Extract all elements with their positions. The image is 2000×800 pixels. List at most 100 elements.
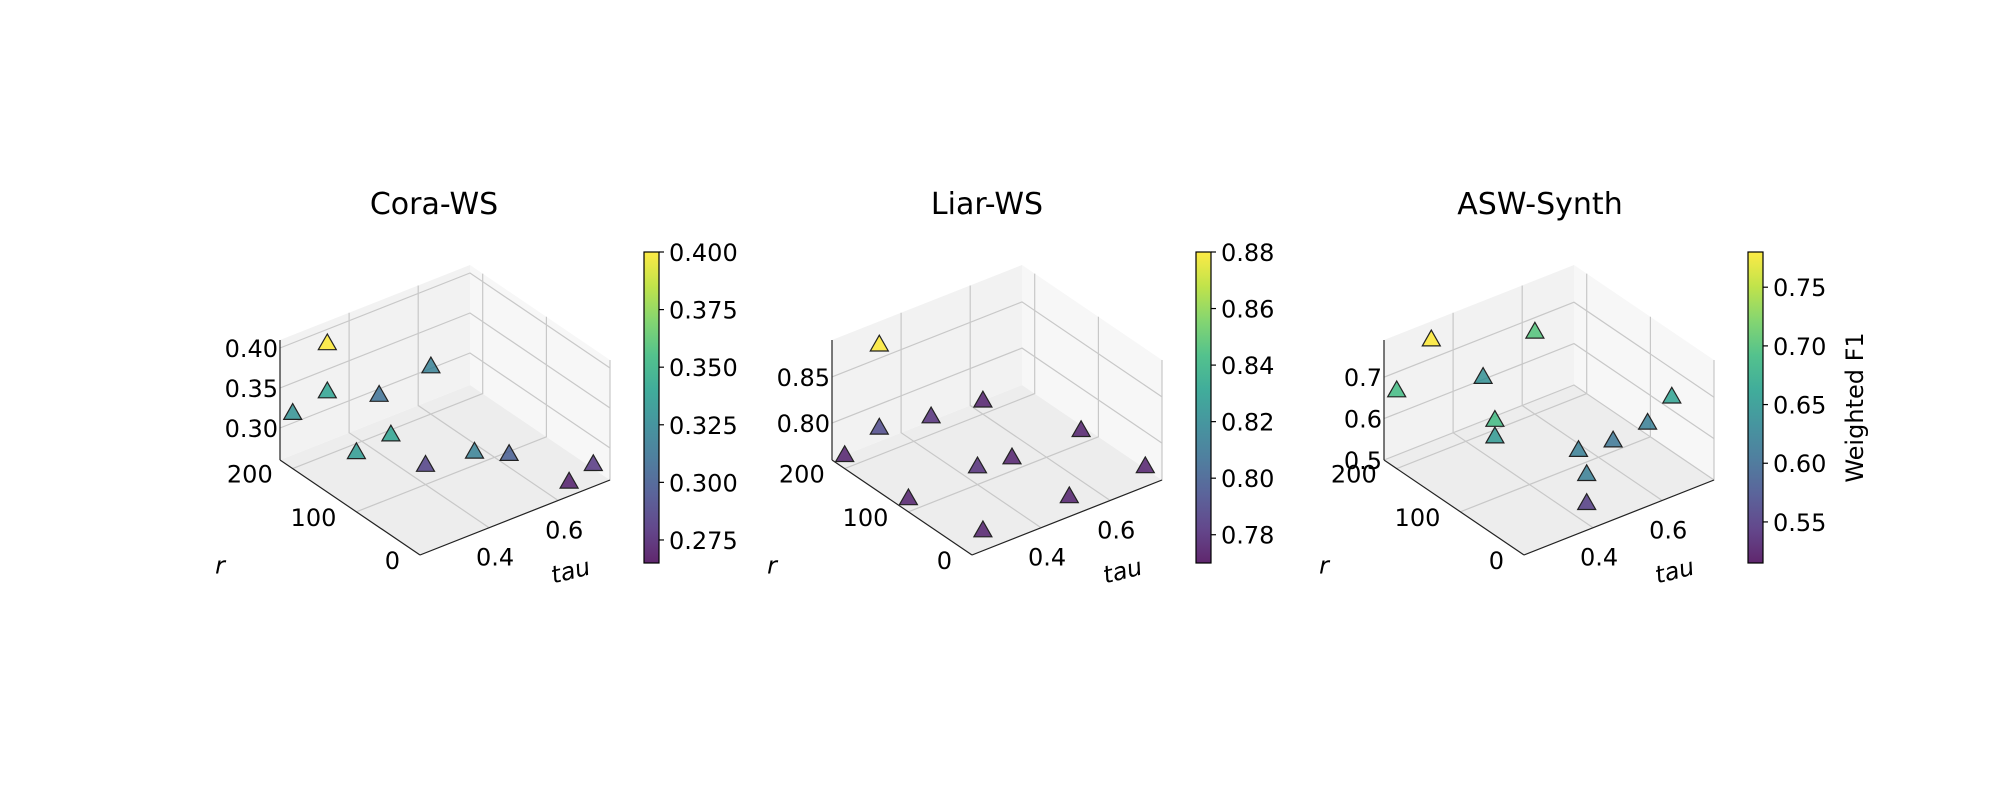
- data-point: [1386, 379, 1407, 398]
- data-point: [420, 355, 441, 374]
- r-tick-label: 200: [227, 461, 273, 489]
- data-point: [317, 332, 338, 351]
- data-point: [317, 380, 338, 399]
- z-tick-label: 0.85: [777, 364, 830, 392]
- colorbar-gradient: [1196, 252, 1211, 563]
- data-point: [559, 471, 580, 489]
- data-point: [1603, 429, 1624, 448]
- axis-lines: [279, 340, 611, 556]
- panel-3: 0.40.601002000.50.60.7taurASW-Synth0.750…: [1319, 187, 1869, 589]
- data-point: [898, 487, 919, 506]
- colorbar-tick-label: 0.82: [1221, 409, 1274, 437]
- back-pane: [832, 265, 1022, 460]
- z-tick-label: 0.7: [1344, 364, 1382, 392]
- colorbar: 0.88 0.86 0.84 0.82 0.80 0.78: [1195, 239, 1274, 564]
- panel-1: 0.4 0.6 0 100 200 0.30 0.35 0.40 tau r Cora-WS 0.40…: [215, 187, 738, 589]
- data-point: [869, 333, 890, 352]
- z-tick-label: 0.6: [1344, 406, 1382, 434]
- r-axis-label: r: [767, 552, 779, 580]
- data-point: [464, 441, 485, 459]
- tau-tick-label: 0.4: [1028, 544, 1066, 572]
- data-point: [1421, 328, 1442, 347]
- data-points: [834, 333, 1156, 538]
- data-point: [967, 455, 988, 474]
- chart-title: Liar-WS: [931, 187, 1043, 222]
- r-tick-label: 100: [843, 504, 889, 532]
- data-point: [921, 405, 942, 424]
- data-point: [1473, 366, 1494, 384]
- data-points: [1386, 321, 1682, 511]
- r-tick-label: 100: [1395, 504, 1441, 532]
- colorbar-tick-label: 0.350: [669, 354, 738, 382]
- data-point: [346, 441, 367, 460]
- colorbar: 0.400 0.375 0.350 0.325 0.300 0.275: [643, 239, 738, 564]
- tau-tick-label: 0.6: [1097, 516, 1135, 544]
- colorbar-tick-label: 0.325: [669, 412, 738, 440]
- r-axis-label: r: [1319, 552, 1331, 580]
- data-points: [282, 332, 604, 489]
- axis-lines: [831, 340, 1163, 556]
- data-point: [972, 519, 993, 538]
- data-point: [1001, 446, 1023, 465]
- colorbar-tick-label: 0.375: [669, 297, 738, 325]
- tau-tick-label: 0.4: [476, 544, 514, 572]
- r-tick-label: 200: [1331, 461, 1377, 489]
- panel-2: 0.4 0.6 0 100 200 0.80 0.85 tau r Liar-WS 0.88 0.86…: [767, 187, 1274, 589]
- panes: [280, 265, 610, 555]
- tau-axis-label: tau: [1652, 553, 1697, 590]
- tau-tick-label: 0.6: [1649, 516, 1687, 544]
- colorbar-tick-label: 0.55: [1773, 509, 1826, 537]
- data-point: [282, 402, 303, 420]
- colorbar-tick-label: 0.80: [1221, 465, 1274, 493]
- chart-title: ASW-Synth: [1457, 187, 1622, 222]
- colorbar-label: Weighted F1: [1841, 332, 1869, 482]
- back-pane: [280, 265, 470, 460]
- colorbar-tick-label: 0.84: [1221, 352, 1274, 380]
- tick-labels: 0.4 0.6 0 100 200 0.30 0.35 0.40: [225, 335, 584, 575]
- z-tick-label: 0.30: [225, 415, 278, 443]
- r-tick-label: 0: [937, 547, 952, 575]
- colorbar-tick-label: 0.75: [1773, 274, 1826, 302]
- data-point: [869, 417, 890, 435]
- r-tick-label: 200: [779, 461, 825, 489]
- data-point: [369, 384, 390, 402]
- data-point: [1661, 386, 1682, 404]
- colorbar-gradient: [1748, 252, 1763, 563]
- z-tick-label: 0.35: [225, 375, 278, 403]
- colorbar-frame: [1195, 251, 1212, 564]
- colorbar-tick-label: 0.60: [1773, 450, 1826, 478]
- data-point: [1576, 463, 1597, 482]
- tau-tick-label: 0.4: [1580, 544, 1618, 572]
- data-point: [499, 443, 520, 461]
- colorbar-gradient: [644, 252, 659, 563]
- tau-axis-line: [1523, 479, 1715, 556]
- colorbar-tick-label: 0.300: [669, 469, 738, 497]
- data-point: [1071, 419, 1092, 438]
- r-axis-label: r: [215, 552, 227, 580]
- colorbar-tick-label: 0.70: [1773, 333, 1826, 361]
- colorbar-tick-label: 0.86: [1221, 296, 1274, 324]
- colorbar-frame: [643, 251, 660, 564]
- tau-axis-label: tau: [1100, 553, 1145, 590]
- r-axis-line: [1383, 459, 1525, 556]
- colorbar-tick-label: 0.400: [669, 239, 738, 267]
- data-point: [583, 453, 604, 472]
- r-axis-line: [279, 459, 421, 556]
- tau-axis-line: [419, 479, 611, 556]
- r-tick-label: 0: [1489, 547, 1504, 575]
- tick-labels: 0.4 0.6 0 100 200 0.80 0.85: [777, 364, 1136, 575]
- gridlines: [1383, 273, 1715, 556]
- back-pane: [1384, 265, 1574, 460]
- chart-title: Cora-WS: [370, 187, 498, 222]
- data-point: [1135, 455, 1156, 474]
- colorbar-frame: [1747, 251, 1764, 564]
- data-point: [1484, 425, 1505, 444]
- r-axis-line: [831, 459, 973, 556]
- r-tick-label: 100: [291, 504, 337, 532]
- data-point: [1576, 492, 1597, 511]
- colorbar-tick-label: 0.65: [1773, 392, 1826, 420]
- z-tick-label: 0.80: [777, 410, 830, 438]
- colorbar-tick-label: 0.88: [1221, 239, 1274, 267]
